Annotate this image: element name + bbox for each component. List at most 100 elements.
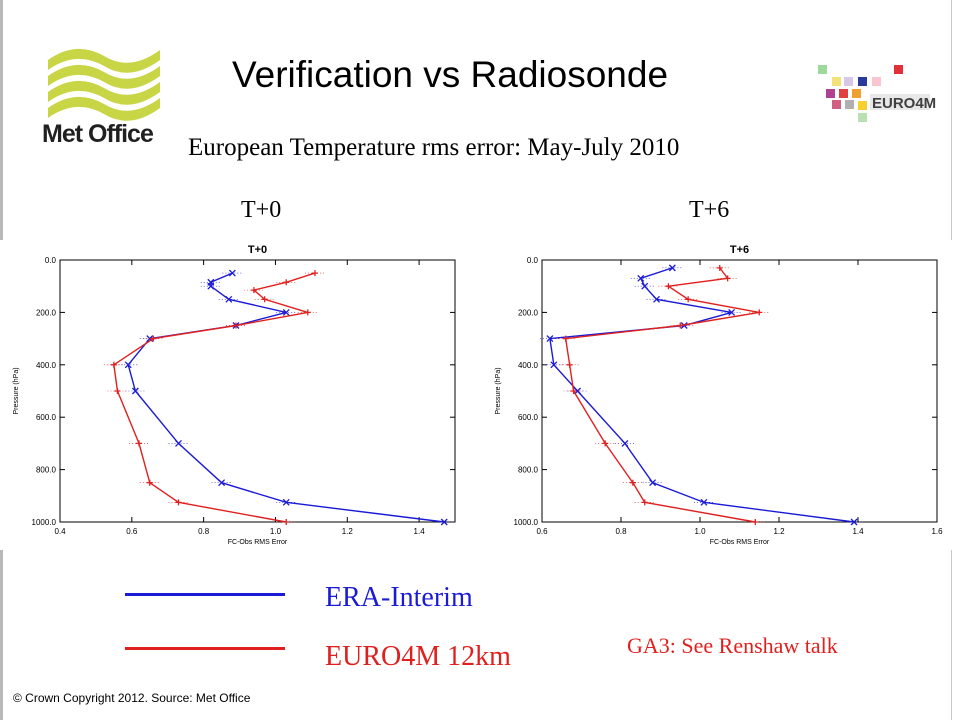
- chart-1-xtick-label: 0.6: [536, 527, 548, 536]
- chart-0-series-1-point: [110, 361, 117, 368]
- chart-1-series-0-point: [653, 295, 661, 303]
- legend-line-euro4m: [125, 647, 285, 650]
- copyright-text: © Crown Copyright 2012. Source: Met Offi…: [13, 691, 251, 705]
- chart-1-series-1-point: [716, 264, 723, 271]
- chart-0-xtick-label: 0.4: [54, 527, 66, 536]
- chart-1-xtick-label: 1.4: [852, 527, 864, 536]
- chart-0-title: T+0: [248, 244, 267, 256]
- chart-1-series-0-line: [549, 267, 855, 523]
- chart-1-frame: [541, 259, 938, 523]
- chart-1-series-1-point: [641, 499, 648, 506]
- chart-1-ytick-label: 400.0: [518, 361, 539, 370]
- chart-1-series-0-point: [700, 498, 708, 506]
- chart-1-series-1-point: [562, 335, 569, 342]
- chart-0-series-0-point: [440, 518, 448, 526]
- chart-0-xtick-label: 1.2: [342, 527, 354, 536]
- chart-0-series-1-point: [150, 335, 157, 342]
- chart-0-series-0-point: [207, 282, 215, 290]
- legend-label-era-interim: ERA-Interim: [325, 582, 473, 613]
- chart-0-series-1-point: [283, 519, 290, 525]
- met-office-waves-logo-icon: [48, 48, 160, 121]
- chart-0-frame: [59, 259, 456, 523]
- met-office-logo: Met Office: [38, 38, 168, 158]
- chart-1-ytick-label: 0.0: [527, 256, 539, 265]
- legend-label-euro4m: EURO4M 12km: [325, 641, 511, 672]
- chart-1-series-1-point: [602, 440, 609, 447]
- chart-1-ylabel: Pressure (hPa): [495, 367, 502, 414]
- chart-1-series-1-line: [564, 267, 760, 523]
- chart-t6: T+6 0.6 0.8 1.0 1.2 1.4 1.6 0.0 200.0 400.0 600.0 8…: [482, 240, 954, 550]
- chart-0-ytick-label: 0.0: [45, 256, 57, 265]
- chart-1-series-0-point: [546, 335, 554, 343]
- euro4m-logo: EURO4M: [812, 62, 936, 124]
- chart-1-series-0-point: [728, 308, 736, 316]
- chart-1-xlabel: FC-Obs RMS Error: [710, 539, 770, 546]
- chart-0-xtick-label: 1.4: [414, 527, 426, 536]
- chart-0-series-0-point: [175, 439, 182, 447]
- chart-1-series-0-point: [621, 439, 629, 447]
- chart-1-series-0-point: [850, 518, 858, 526]
- chart-0-series-0-point: [131, 387, 139, 395]
- chart-0-xtick-label: 1.0: [270, 527, 282, 536]
- chart-1-series-1-point: [629, 479, 636, 486]
- slide-title: Verification vs Radiosonde: [232, 54, 669, 95]
- chart-0-series-1-point: [250, 287, 257, 294]
- panel-label-t0: T+0: [241, 197, 282, 223]
- chart-1-xtick-label: 1.6: [931, 527, 943, 536]
- chart-0-xlabel: FC-Obs RMS Error: [228, 539, 288, 546]
- chart-1-ytick-label: 800.0: [518, 466, 539, 475]
- chart-0-ylabel: Pressure (hPa): [13, 367, 20, 414]
- chart-0-ytick-label: 200.0: [36, 308, 57, 317]
- chart-1-ytick-label: 600.0: [518, 413, 539, 422]
- chart-0-series-1-point: [232, 322, 239, 329]
- euro4m-wordmark: EURO4M: [872, 95, 937, 112]
- chart-1-series-0-point: [668, 264, 676, 272]
- chart-0-series-0-point: [124, 361, 132, 369]
- chart-0-series-1-point: [175, 499, 182, 506]
- chart-0-ytick-label: 400.0: [36, 361, 57, 370]
- chart-1-series-0-point: [649, 479, 657, 487]
- chart-0-ytick-label: 800.0: [36, 466, 57, 475]
- chart-1-series-0-point: [550, 361, 558, 369]
- chart-t0: T+0 0.4 0.6 0.8 1.0 1.2 1.4 0.0 200.0 400.0 600.0 8…: [0, 240, 472, 550]
- met-office-wordmark: Met Office: [42, 120, 154, 148]
- chart-0-series-0-point: [282, 498, 290, 506]
- chart-0-ytick-label: 1000.0: [32, 518, 57, 527]
- chart-0-series-1-point: [114, 388, 121, 394]
- chart-0-series-1-point: [146, 479, 153, 486]
- chart-1-series-0-point: [637, 274, 645, 282]
- chart-0-ytick-label: 600.0: [36, 413, 57, 422]
- chart-1-series-1-point: [677, 322, 684, 329]
- euro4m-squares-logo-icon: [818, 65, 930, 122]
- chart-1-xtick-label: 1.2: [773, 527, 785, 536]
- chart-1-series-1-point: [685, 296, 692, 303]
- chart-0-series-0-line: [127, 272, 445, 523]
- legend-line-era-interim: [125, 593, 285, 596]
- chart-0-series-1-point: [283, 279, 290, 286]
- chart-1-series-1-point: [752, 519, 759, 525]
- chart-1-ytick-label: 1000.0: [514, 518, 539, 527]
- renshaw-note: GA3: See Renshaw talk: [627, 633, 838, 658]
- chart-1-xtick-label: 0.8: [615, 527, 627, 536]
- chart-0-series-0-point: [228, 269, 236, 277]
- slide-subtitle: European Temperature rms error: May-July…: [188, 134, 680, 161]
- chart-1-series-1-point: [566, 361, 573, 368]
- chart-1-series-1-point: [570, 388, 577, 394]
- chart-0-series-0-point: [218, 479, 226, 487]
- chart-0-series-1-point: [304, 309, 311, 316]
- chart-0-series-1-point: [311, 270, 318, 277]
- chart-0-xtick-label: 0.6: [126, 527, 138, 536]
- chart-0-series-0-point: [282, 308, 290, 316]
- chart-0-series-1-point: [261, 296, 268, 303]
- chart-1-series-1-point: [665, 283, 672, 290]
- chart-1-series-1-point: [724, 275, 731, 282]
- chart-0-series-0-point: [225, 295, 233, 303]
- chart-0-xtick-label: 0.8: [198, 527, 210, 536]
- chart-1-xtick-label: 1.0: [694, 527, 706, 536]
- chart-1-series-0-point: [641, 282, 649, 290]
- chart-0-series-1-point: [136, 440, 142, 447]
- panel-label-t6: T+6: [689, 197, 730, 223]
- chart-1-ytick-label: 200.0: [518, 308, 539, 317]
- chart-1-series-1-point: [756, 309, 763, 316]
- chart-1-title: T+6: [730, 244, 749, 256]
